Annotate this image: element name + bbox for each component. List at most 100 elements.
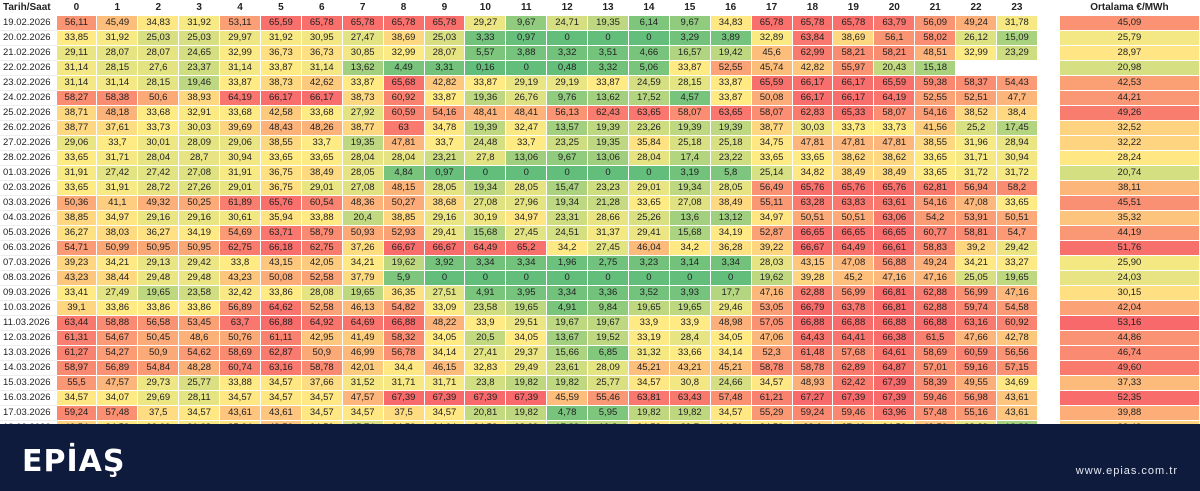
price-cell: 58,07 — [873, 105, 916, 121]
price-cell: 62,75 — [300, 240, 343, 256]
price-cell: 36,35 — [382, 285, 425, 301]
price-cell: 33,86 — [178, 300, 221, 316]
price-cell: 38,44 — [96, 270, 139, 286]
price-cell: 61,21 — [750, 390, 793, 406]
price-cell: 31,92 — [96, 30, 139, 46]
price-cell: 28,04 — [341, 150, 384, 166]
website-text: www.epias.com.tr — [1075, 465, 1178, 477]
price-cell: 65,76 — [791, 180, 834, 196]
spacer — [1037, 165, 1060, 181]
row-date: 23.02.2026 — [0, 75, 56, 91]
table-row: 22.02.2026 31,14 28,15 27,6 23,37 31,14 33,87 3… — [0, 60, 1200, 76]
price-cell: 29,16 — [178, 210, 221, 226]
spacer — [1037, 315, 1060, 331]
price-cell: 19,62 — [750, 270, 793, 286]
price-cell: 58,21 — [873, 45, 916, 61]
price-cell: 57,01 — [914, 360, 957, 376]
price-cell: 66,65 — [791, 225, 834, 241]
price-cell: 27,41 — [464, 345, 507, 361]
price-cell: 59,46 — [914, 390, 957, 406]
price-cell: 29,37 — [505, 345, 548, 361]
price-cell: 47,06 — [750, 330, 793, 346]
price-cell: 13,62 — [587, 90, 629, 106]
spacer — [1037, 375, 1060, 391]
price-cell: 63,06 — [873, 210, 916, 226]
price-cell: 56,56 — [995, 345, 1038, 361]
price-cell: 65,59 — [750, 75, 793, 91]
price-cell: 56,94 — [955, 180, 997, 196]
price-cell: 34,82 — [791, 165, 834, 181]
price-cell: 33,65 — [914, 150, 957, 166]
price-cell: 23,31 — [546, 210, 589, 226]
price-cell: 38,93 — [178, 90, 221, 106]
hour-column-header: 21 — [914, 0, 956, 16]
price-cell: 47,66 — [955, 330, 997, 346]
price-cell: 66,81 — [873, 300, 916, 316]
table-row: 17.03.2026 59,24 57,48 37,5 34,57 43,61 43,61 3… — [0, 405, 1200, 421]
price-cell: 38,77 — [341, 120, 384, 136]
price-cell: 62,83 — [791, 105, 834, 121]
price-cell: 61,48 — [791, 345, 834, 361]
price-cell: 61,89 — [219, 195, 261, 211]
price-cell: 63,61 — [873, 195, 916, 211]
price-cell: 29,97 — [219, 30, 261, 46]
footer-bar: EPİAŞ www.epias.com.tr — [0, 424, 1200, 491]
row-date: 02.03.2026 — [0, 180, 56, 196]
price-cell: 64,92 — [300, 315, 343, 331]
price-cell: 64,62 — [259, 300, 302, 316]
price-cell: 66,79 — [791, 300, 834, 316]
price-cell: 28,05 — [505, 180, 548, 196]
price-cell: 33,87 — [341, 75, 384, 91]
price-cell: 60,54 — [300, 195, 343, 211]
price-cell: 67,39 — [423, 390, 466, 406]
price-cell: 31,71 — [96, 150, 139, 166]
price-cell: 0,97 — [505, 30, 548, 46]
price-cell: 29,41 — [627, 225, 670, 241]
average-cell: 32,52 — [1058, 120, 1200, 136]
price-cell: 13,6 — [668, 210, 711, 226]
price-cell: 58,69 — [914, 345, 957, 361]
price-cell: 31,92 — [259, 30, 302, 46]
price-cell: 34,97 — [505, 210, 548, 226]
price-cell: 34,78 — [423, 120, 466, 136]
spacer — [1037, 180, 1060, 196]
average-cell: 49,60 — [1058, 360, 1200, 376]
price-cell: 33,87 — [219, 75, 261, 91]
price-cell: 36,27 — [55, 225, 98, 241]
price-cell: 48,15 — [382, 180, 425, 196]
price-cell: 33,85 — [55, 30, 98, 46]
price-cell: 29,06 — [219, 135, 261, 151]
spacer — [1037, 300, 1060, 316]
price-cell: 3,92 — [423, 255, 466, 271]
spacer — [1037, 30, 1060, 46]
price-cell: 0,16 — [464, 60, 507, 76]
hour-column-header: 1 — [96, 0, 138, 16]
price-cell: 31,71 — [423, 375, 466, 391]
price-cell: 62,87 — [259, 345, 302, 361]
table-row: 21.02.2026 29,11 28,07 28,07 24,65 32,99 36,73… — [0, 45, 1200, 61]
price-cell: 27,96 — [505, 195, 548, 211]
price-cell: 65,78 — [341, 15, 384, 31]
price-cell: 55,97 — [832, 60, 875, 76]
hour-column-header: 8 — [383, 0, 425, 16]
table-row: 02.03.2026 33,65 31,91 28,72 27,26 29,01 36,75… — [0, 180, 1200, 196]
price-cell: 66,17 — [832, 75, 875, 91]
price-cell: 54,16 — [914, 195, 957, 211]
price-cell: 42,01 — [341, 360, 384, 376]
price-cell: 66,67 — [791, 240, 834, 256]
average-cell: 42,53 — [1058, 75, 1200, 91]
header-row: Tarih/Saat 0 1 2 3 4 5 6 7 8 9 10 11 12 13 14 15 16 17 18 19… — [0, 0, 1200, 16]
price-cell: 19,34 — [546, 195, 589, 211]
price-cell: 57,68 — [832, 345, 875, 361]
spacer — [1037, 45, 1060, 61]
row-date: 28.02.2026 — [0, 150, 56, 166]
row-date: 04.03.2026 — [0, 210, 56, 226]
price-cell: 66,61 — [873, 240, 916, 256]
price-cell: 31,14 — [55, 75, 98, 91]
price-cell: 23,25 — [546, 135, 589, 151]
price-cell: 58,32 — [382, 330, 425, 346]
price-cell: 43,61 — [995, 390, 1038, 406]
price-cell: 5,95 — [587, 405, 629, 421]
price-cell: 66,18 — [259, 240, 302, 256]
price-cell: 20,81 — [464, 405, 507, 421]
